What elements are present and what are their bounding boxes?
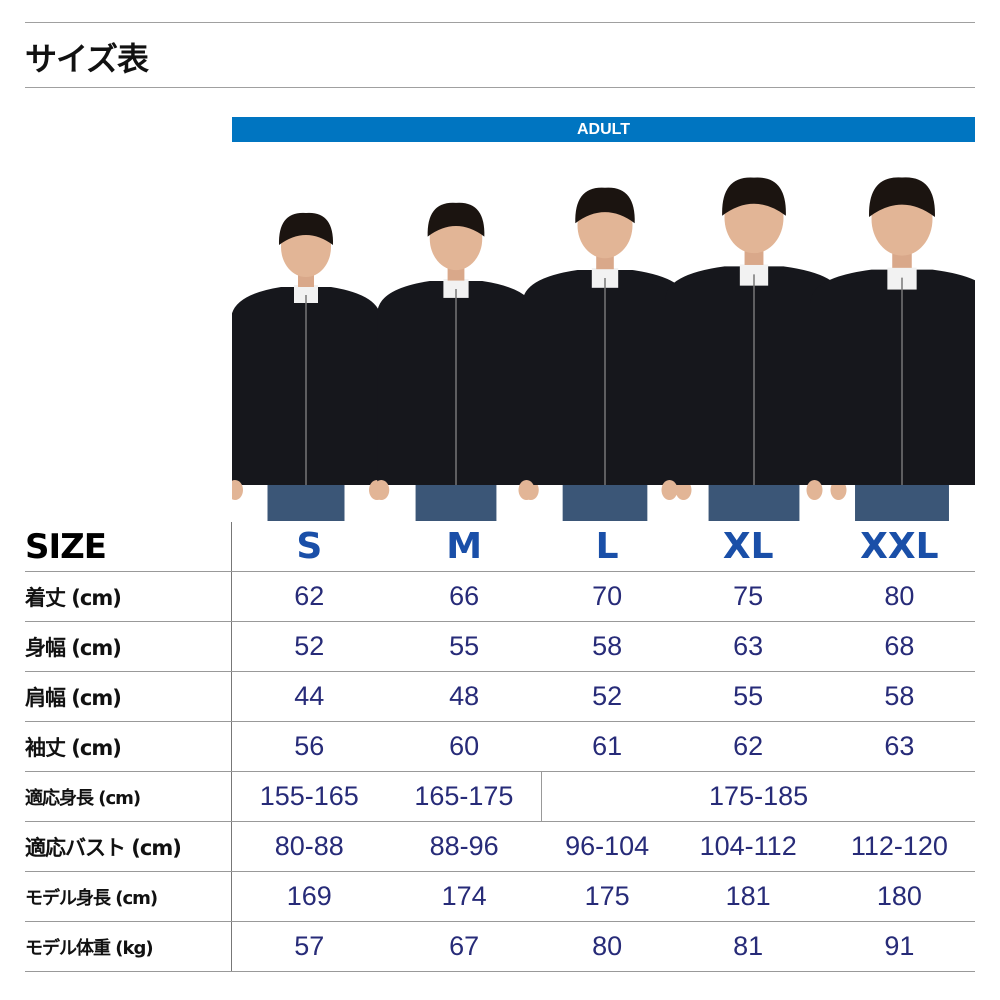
cell: 56 — [231, 721, 387, 772]
cell: 80 — [541, 921, 673, 972]
cell: 52 — [231, 621, 387, 672]
table-row: モデル体重 (kg) 57 67 80 81 91 — [25, 921, 975, 972]
cell: 174 — [386, 871, 542, 922]
cell: 48 — [386, 671, 542, 722]
cell: 63 — [823, 721, 975, 772]
cell: 68 — [823, 621, 975, 672]
size-m: M — [386, 522, 542, 572]
cell: 155-165 — [231, 771, 387, 822]
model-figure — [806, 177, 975, 521]
size-header-row: SIZE S M L XL XXL — [25, 522, 975, 572]
row-label: 身幅 (cm) — [25, 621, 232, 672]
cell: 169 — [231, 871, 387, 922]
cell: 44 — [231, 671, 387, 722]
row-label: 適応身長 (cm) — [25, 771, 232, 822]
title-divider — [25, 87, 975, 88]
cell: 61 — [541, 721, 673, 772]
cell: 104-112 — [672, 821, 824, 872]
size-header-label: SIZE — [25, 522, 232, 572]
row-label: モデル体重 (kg) — [25, 921, 232, 972]
model-figure — [373, 202, 539, 521]
cell: 55 — [672, 671, 824, 722]
cell: 80-88 — [231, 821, 387, 872]
size-l: L — [541, 522, 673, 572]
cell: 67 — [386, 921, 542, 972]
row-label: モデル身長 (cm) — [25, 871, 232, 922]
cell: 91 — [823, 921, 975, 972]
model-figure — [661, 177, 847, 521]
table-row: 身幅 (cm) 52 55 58 63 68 — [25, 621, 975, 672]
cell: 75 — [672, 571, 824, 622]
model-figure — [518, 187, 692, 521]
cell: 58 — [823, 671, 975, 722]
cell: 57 — [231, 921, 387, 972]
cell: 165-175 — [386, 771, 543, 822]
adult-band: ADULT — [232, 117, 975, 142]
cell: 58 — [541, 621, 673, 672]
cell: 180 — [823, 871, 975, 922]
cell: 62 — [672, 721, 824, 772]
page-title: サイズ表 — [25, 40, 149, 78]
cell: 112-120 — [823, 821, 975, 872]
row-label: 適応バスト (cm) — [25, 821, 232, 872]
table-row: 袖丈 (cm) 56 60 61 62 63 — [25, 721, 975, 772]
cell: 62 — [231, 571, 387, 622]
cell: 88-96 — [386, 821, 542, 872]
size-s: S — [231, 522, 387, 572]
cell: 52 — [541, 671, 673, 722]
cell: 175 — [541, 871, 673, 922]
cell: 70 — [541, 571, 673, 622]
table-row: 着丈 (cm) 62 66 70 75 80 — [25, 571, 975, 622]
cell: 66 — [386, 571, 542, 622]
row-label: 肩幅 (cm) — [25, 671, 232, 722]
model-figure — [232, 212, 385, 521]
cell: 80 — [823, 571, 975, 622]
size-xl: XL — [672, 522, 824, 572]
cell-merged: 175-185 — [541, 771, 975, 822]
row-label: 袖丈 (cm) — [25, 721, 232, 772]
cell: 181 — [672, 871, 824, 922]
model-photo — [232, 177, 975, 521]
cell: 96-104 — [541, 821, 673, 872]
size-xxl: XXL — [823, 522, 975, 572]
cell: 63 — [672, 621, 824, 672]
table-row: 肩幅 (cm) 44 48 52 55 58 — [25, 671, 975, 722]
table-row: 適応バスト (cm) 80-88 88-96 96-104 104-112 112-120 — [25, 821, 975, 872]
cell: 60 — [386, 721, 542, 772]
top-divider — [25, 22, 975, 23]
cell: 81 — [672, 921, 824, 972]
table-row: 適応身長 (cm) 155-165 165-175 175-185 — [25, 771, 975, 822]
table-row: モデル身長 (cm) 169 174 175 181 180 — [25, 871, 975, 922]
cell: 55 — [386, 621, 542, 672]
row-label: 着丈 (cm) — [25, 571, 232, 622]
size-table: SIZE S M L XL XXL 着丈 (cm) 62 66 70 75 80 身幅 (… — [25, 522, 975, 972]
